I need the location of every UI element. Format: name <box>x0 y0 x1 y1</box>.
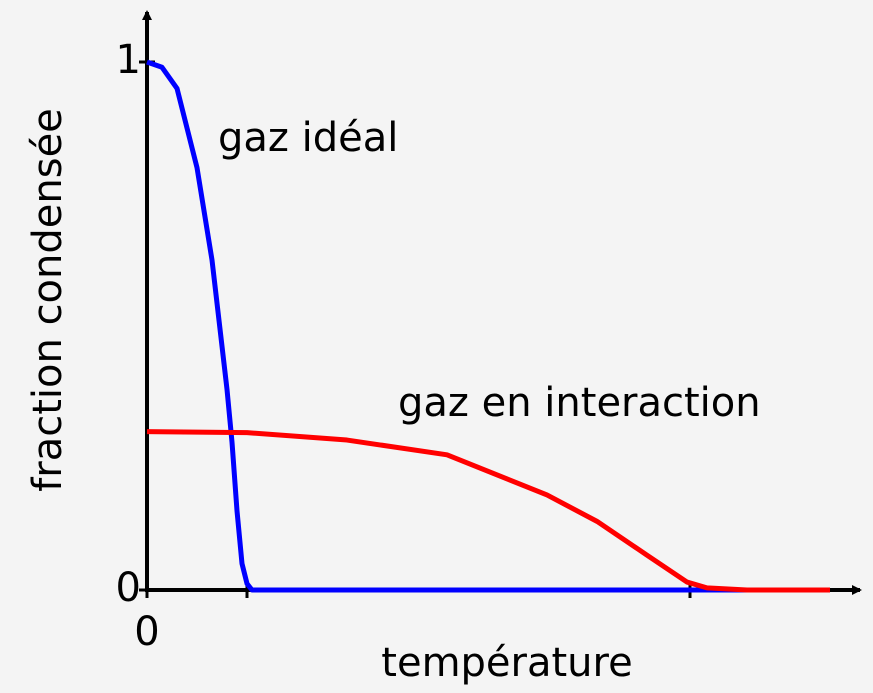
series-label: gaz idéal <box>218 115 398 161</box>
line <box>146 429 830 593</box>
y-tick-label: 1 <box>116 37 141 83</box>
series-label: gaz en interaction <box>398 380 761 426</box>
x-tick-label: 0 <box>134 609 159 655</box>
line <box>146 59 830 593</box>
y-axis-label: fraction condensée <box>25 108 71 492</box>
x-axis-label: température <box>381 640 632 686</box>
y-tick-label: 0 <box>116 565 141 611</box>
